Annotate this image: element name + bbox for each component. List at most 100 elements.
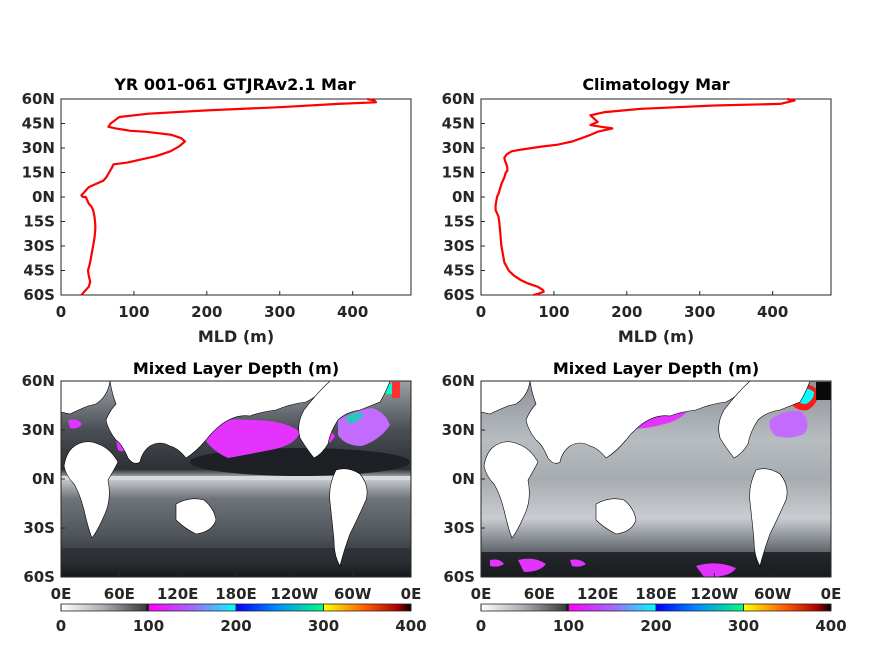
mediterranean-deep-mld <box>68 419 82 429</box>
lat-tick-label: 0N <box>452 470 475 488</box>
land-africa-europe <box>60 380 119 539</box>
lat-tick-label: 30N <box>22 421 55 439</box>
ytick-label: 45N <box>22 115 55 133</box>
land-australia <box>595 498 637 535</box>
xtick-label: 400 <box>337 303 368 321</box>
southern-deep-mld-1 <box>518 558 546 572</box>
profile-xlabel-model: MLD (m) <box>198 327 274 346</box>
lon-tick-label: 60E <box>524 585 555 603</box>
southern-deep-mld-2 <box>570 559 586 567</box>
xtick-label: 200 <box>191 303 222 321</box>
colorbar-tick-label: 100 <box>553 617 584 635</box>
ytick-label: 30S <box>23 237 55 255</box>
lon-tick-label: 120E <box>157 585 199 603</box>
ytick-label: 45N <box>442 115 475 133</box>
profile-title-climatology: Climatology Mar <box>582 75 729 94</box>
lon-tick-label: 180E <box>635 585 677 603</box>
lon-tick-label: 60W <box>754 585 792 603</box>
ytick-label: 0N <box>452 188 475 206</box>
ytick-label: 45S <box>443 262 475 280</box>
map-field-model <box>60 380 411 577</box>
equatorial-band <box>61 476 411 480</box>
lat-tick-label: 0N <box>32 470 55 488</box>
lat-tick-label: 30S <box>443 519 475 537</box>
profile-title-model: YR 001-061 GTJRAv2.1 Mar <box>113 75 355 94</box>
land-north-america <box>298 380 391 459</box>
lon-tick-label: 60W <box>334 585 372 603</box>
profile-xlabel-climatology: MLD (m) <box>618 327 694 346</box>
southern-ocean-band <box>61 548 411 562</box>
ytick-label: 15N <box>442 164 475 182</box>
lat-tick-label: 30N <box>442 421 475 439</box>
kuroshio-deep-mld <box>200 419 300 458</box>
lon-tick-label: 120W <box>270 585 318 603</box>
xtick-label: 100 <box>118 303 149 321</box>
xtick-label: 100 <box>538 303 569 321</box>
land-eurasia <box>105 380 331 464</box>
ytick-label: 30S <box>443 237 475 255</box>
profile-panel-model: YR 001-061 GTJRAv2.1 Mar 60N 45N 30N 15N 0N 1… <box>22 75 412 346</box>
xtick-label: 0 <box>476 303 486 321</box>
southern-deep-mld-4 <box>490 559 504 567</box>
xtick-label: 0 <box>56 303 66 321</box>
colorbar-tick-label: 0 <box>476 617 486 635</box>
colorbar-ticks-model: 0 100 200 300 400 <box>56 604 427 635</box>
ytick-label: 45S <box>23 262 55 280</box>
southern-deep-mld-3 <box>696 563 736 578</box>
lat-tick-label: 60N <box>442 372 475 390</box>
ytick-label: 60N <box>442 90 475 108</box>
profile-panel-climatology: Climatology Mar 60N45N30N15N0N15S30S45S6… <box>442 75 832 346</box>
land-eurasia <box>525 380 751 464</box>
ytick-label: 0N <box>32 188 55 206</box>
ytick-label: 60N <box>22 90 55 108</box>
ytick-label: 15S <box>443 213 475 231</box>
xtick-label: 300 <box>684 303 715 321</box>
mld-profile-line <box>80 97 378 296</box>
north-pacific-dark-band <box>190 448 410 476</box>
mld-profile-line <box>494 97 796 297</box>
land-south-america <box>749 468 788 567</box>
map-title-model: Mixed Layer Depth (m) <box>133 359 339 378</box>
labrador-high-mld <box>392 382 400 398</box>
xtick-label: 300 <box>264 303 295 321</box>
north-atlantic-deep-mld <box>769 411 808 438</box>
ytick-label: 30N <box>442 139 475 157</box>
lat-tick-label: 30S <box>23 519 55 537</box>
lat-tick-label: 60N <box>22 372 55 390</box>
ytick-label: 60S <box>443 286 475 304</box>
lon-tick-label: 60E <box>104 585 135 603</box>
xtick-label: 200 <box>611 303 642 321</box>
land-south-america <box>329 468 368 567</box>
ytick-label: 30N <box>22 139 55 157</box>
land-africa-europe <box>480 380 539 539</box>
labrador-high-mld <box>816 382 831 400</box>
ytick-label: 15N <box>22 164 55 182</box>
lat-tick-label: 60S <box>443 568 475 586</box>
land-australia <box>175 498 217 535</box>
colorbar-tick-label: 300 <box>308 617 339 635</box>
labrador-high-mld-edge <box>386 384 392 394</box>
xtick-label: 400 <box>757 303 788 321</box>
lon-tick-label: 0E <box>51 585 72 603</box>
colorbar-tick-label: 200 <box>640 617 671 635</box>
map-title-climatology: Mixed Layer Depth (m) <box>553 359 759 378</box>
lon-tick-label: 120E <box>577 585 619 603</box>
colorbar-tick-label: 0 <box>56 617 66 635</box>
map-field-climatology <box>480 380 831 578</box>
colorbar-tick-label: 400 <box>395 617 426 635</box>
colorbar-tick-label: 100 <box>133 617 164 635</box>
lon-tick-label: 0E <box>471 585 492 603</box>
land-north-america <box>718 380 811 459</box>
ytick-label: 15S <box>23 213 55 231</box>
colorbar-tick-label: 200 <box>220 617 251 635</box>
lon-tick-label: 0E <box>401 585 422 603</box>
colorbar-tick-label: 300 <box>728 617 759 635</box>
lat-tick-label: 60S <box>23 568 55 586</box>
lon-tick-label: 120W <box>690 585 738 603</box>
